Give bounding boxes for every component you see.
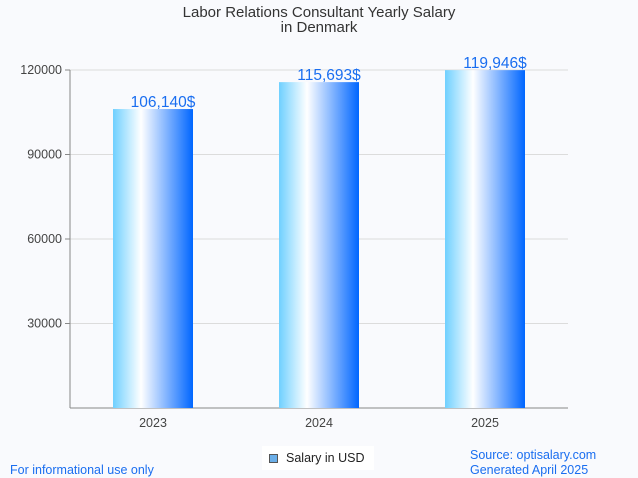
- generated-date: Generated April 2025: [470, 463, 589, 477]
- bar: [445, 70, 525, 408]
- disclaimer: For informational use only: [10, 463, 154, 477]
- y-tick-label: 30000: [27, 317, 62, 331]
- legend-label: Salary in USD: [286, 451, 365, 465]
- bar: [279, 82, 359, 409]
- data-label: 115,693$: [297, 67, 361, 84]
- legend: Salary in USD: [262, 446, 374, 470]
- legend-swatch: [269, 453, 278, 463]
- x-tick-label: 2025: [471, 416, 499, 430]
- chart-title-line2: in Denmark: [280, 19, 358, 36]
- y-tick-label: 120000: [20, 63, 62, 77]
- x-tick-label: 2024: [305, 416, 333, 430]
- y-tick-label: 90000: [27, 148, 62, 162]
- chart-title: Labor Relations Consultant Yearly Salary…: [0, 5, 638, 35]
- y-tick-label: 60000: [27, 232, 62, 246]
- bar: [113, 109, 193, 408]
- source-link[interactable]: Source: optisalary.com: [470, 448, 597, 462]
- x-tick-label: 2023: [139, 416, 167, 430]
- data-label: 106,140$: [131, 94, 196, 111]
- data-label: 119,946$: [463, 55, 527, 72]
- chart-title-line1: Labor Relations Consultant Yearly Salary: [182, 4, 456, 21]
